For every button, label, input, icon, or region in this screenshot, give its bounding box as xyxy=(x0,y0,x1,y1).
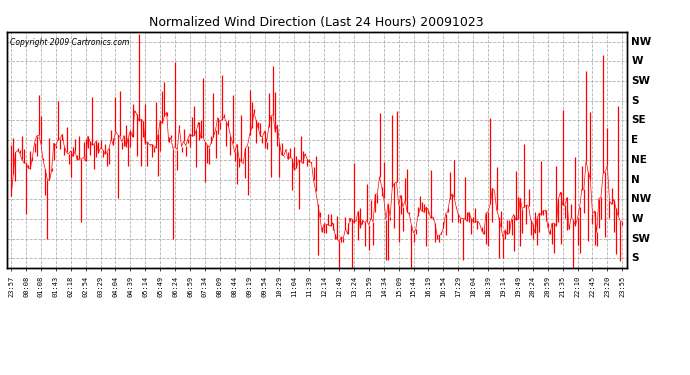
Text: Copyright 2009 Cartronics.com: Copyright 2009 Cartronics.com xyxy=(10,38,129,47)
Title: Normalized Wind Direction (Last 24 Hours) 20091023: Normalized Wind Direction (Last 24 Hours… xyxy=(150,16,484,29)
